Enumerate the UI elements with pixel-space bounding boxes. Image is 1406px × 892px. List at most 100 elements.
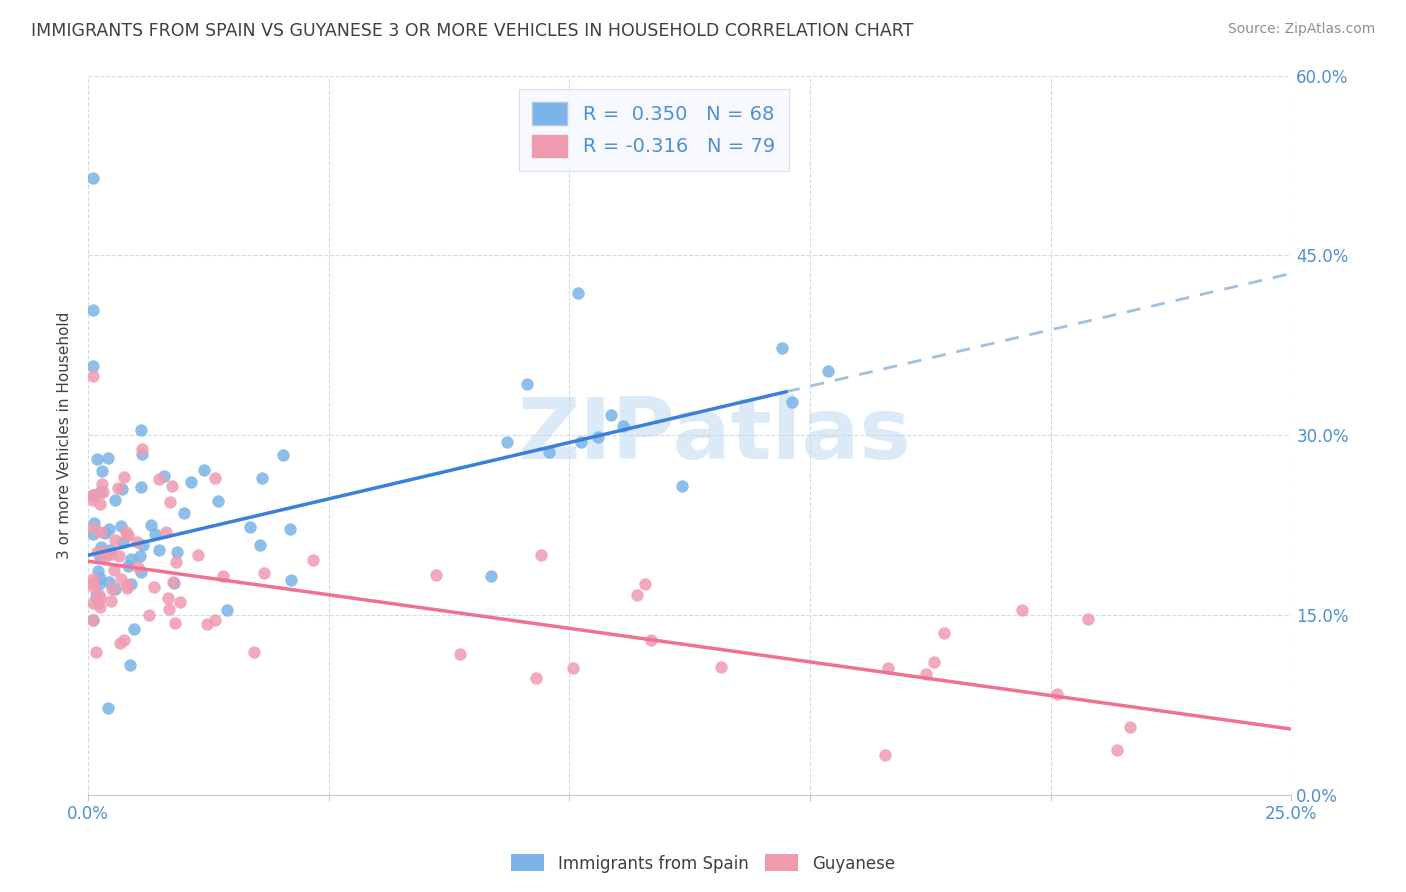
Point xyxy=(915,666,938,681)
Point xyxy=(110,519,132,533)
Point xyxy=(112,470,135,484)
Point xyxy=(516,376,538,391)
Point xyxy=(90,525,112,540)
Point xyxy=(114,525,136,540)
Point xyxy=(127,535,149,549)
Point xyxy=(82,521,104,535)
Point xyxy=(166,545,188,559)
Point xyxy=(626,588,648,602)
Point xyxy=(117,528,139,542)
Point xyxy=(89,571,111,585)
Point xyxy=(204,470,226,484)
Point xyxy=(89,591,111,605)
Point xyxy=(120,577,142,591)
Point xyxy=(243,645,266,659)
Point xyxy=(479,569,502,583)
Point xyxy=(94,550,117,565)
Point xyxy=(163,576,186,591)
Point xyxy=(89,599,111,614)
Point xyxy=(571,434,593,449)
Point xyxy=(250,471,273,485)
Point xyxy=(98,542,121,557)
Point xyxy=(115,527,138,541)
Point xyxy=(187,549,209,563)
Text: ZIPatlas: ZIPatlas xyxy=(517,393,911,477)
Point xyxy=(143,580,166,594)
Text: Source: ZipAtlas.com: Source: ZipAtlas.com xyxy=(1227,22,1375,37)
Point xyxy=(212,569,235,583)
Point xyxy=(770,341,793,355)
Point xyxy=(104,533,127,547)
Point xyxy=(180,475,202,490)
Point xyxy=(122,623,145,637)
Point xyxy=(100,594,122,608)
Point xyxy=(129,549,152,564)
Point xyxy=(562,661,585,675)
Point xyxy=(84,645,107,659)
Point xyxy=(118,657,141,672)
Point xyxy=(782,394,804,409)
Point xyxy=(94,526,117,541)
Point xyxy=(157,602,180,616)
Point xyxy=(129,565,152,579)
Point xyxy=(103,563,125,577)
Point xyxy=(82,302,104,317)
Point xyxy=(86,545,108,559)
Point xyxy=(163,615,186,630)
Point xyxy=(87,596,110,610)
Point xyxy=(524,672,547,686)
Point xyxy=(143,526,166,541)
Point xyxy=(873,748,896,763)
Point xyxy=(86,452,108,467)
Point xyxy=(529,548,551,562)
Point xyxy=(278,522,301,536)
Point xyxy=(89,497,111,511)
Point xyxy=(82,359,104,373)
Point xyxy=(115,582,138,596)
Point xyxy=(107,481,129,495)
Point xyxy=(89,485,111,500)
Point xyxy=(82,368,104,383)
Point xyxy=(155,525,177,540)
Point xyxy=(110,636,132,650)
Point xyxy=(932,626,955,640)
Point xyxy=(160,479,183,493)
Point xyxy=(449,647,471,661)
Point xyxy=(165,555,187,569)
Point xyxy=(82,613,104,627)
Point xyxy=(302,553,325,567)
Point xyxy=(82,492,104,507)
Point xyxy=(90,540,112,554)
Point xyxy=(1046,687,1069,701)
Point xyxy=(156,591,179,606)
Point xyxy=(82,573,104,587)
Point xyxy=(87,588,110,602)
Point xyxy=(131,447,153,461)
Point xyxy=(817,364,839,378)
Point xyxy=(139,517,162,532)
Text: IMMIGRANTS FROM SPAIN VS GUYANESE 3 OR MORE VEHICLES IN HOUSEHOLD CORRELATION CH: IMMIGRANTS FROM SPAIN VS GUYANESE 3 OR M… xyxy=(31,22,914,40)
Point xyxy=(129,480,152,494)
Point xyxy=(599,408,621,422)
Point xyxy=(82,614,104,628)
Point xyxy=(588,430,610,444)
Point xyxy=(98,522,121,536)
Point xyxy=(567,285,589,300)
Point xyxy=(640,632,662,647)
Point xyxy=(710,660,733,674)
Point xyxy=(1011,603,1033,617)
Point xyxy=(127,560,149,574)
Point xyxy=(159,495,181,509)
Point xyxy=(104,582,127,597)
Point xyxy=(97,700,120,714)
Point xyxy=(132,537,155,551)
Point xyxy=(280,573,302,587)
Point xyxy=(271,448,294,462)
Point xyxy=(83,516,105,530)
Point xyxy=(82,171,104,186)
Point xyxy=(1105,743,1128,757)
Point xyxy=(496,434,519,449)
Point xyxy=(98,575,121,590)
Point xyxy=(193,462,215,476)
Point xyxy=(82,576,104,591)
